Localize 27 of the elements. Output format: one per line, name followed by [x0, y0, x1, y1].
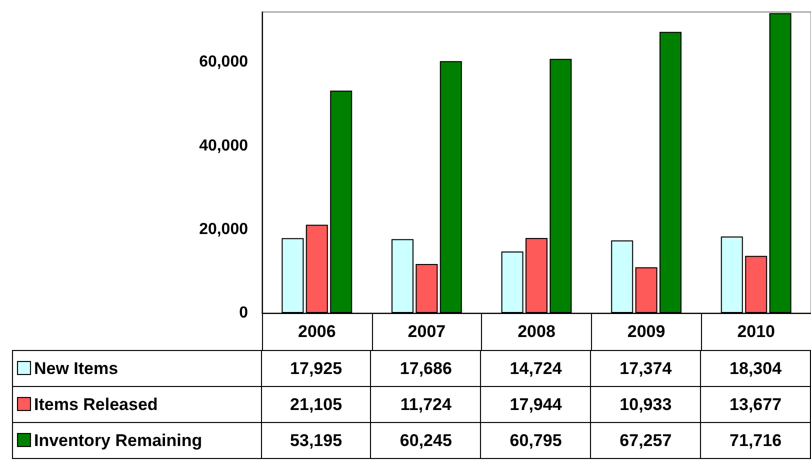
data-label: 10,933: [590, 386, 701, 422]
data-label: 17,925: [261, 350, 371, 386]
y-tick-label: 20,000: [199, 220, 248, 238]
data-label: 53,195: [261, 422, 371, 458]
data-label: 17,686: [370, 350, 481, 386]
data-label: 17,944: [480, 386, 591, 422]
y-tick-label: 40,000: [199, 137, 248, 154]
data-label: 17,374: [590, 350, 701, 386]
legend-label: Inventory Remaining: [12, 422, 262, 458]
data-label: 21,105: [261, 386, 371, 422]
data-label: 18,304: [700, 350, 810, 386]
data-label: 67,257: [590, 422, 701, 458]
y-tick-label: 0: [239, 304, 248, 322]
data-label: 60,245: [370, 422, 481, 458]
data-label: 11,724: [370, 386, 481, 422]
legend-label: New Items: [12, 350, 262, 386]
legend-label: Items Released: [12, 386, 262, 422]
data-label: 60,795: [480, 422, 591, 458]
x-tick-label: 2009: [627, 322, 666, 341]
x-tick-label: 2007: [408, 322, 446, 341]
x-tick-label: 2010: [737, 322, 776, 341]
data-label: 14,724: [480, 350, 591, 386]
data-label: 13,677: [700, 386, 810, 422]
x-tick-label: 2006: [298, 322, 336, 341]
data-label: 71,716: [700, 422, 810, 458]
y-tick-label: 60,000: [199, 54, 248, 71]
x-tick-label: 2008: [518, 322, 556, 341]
